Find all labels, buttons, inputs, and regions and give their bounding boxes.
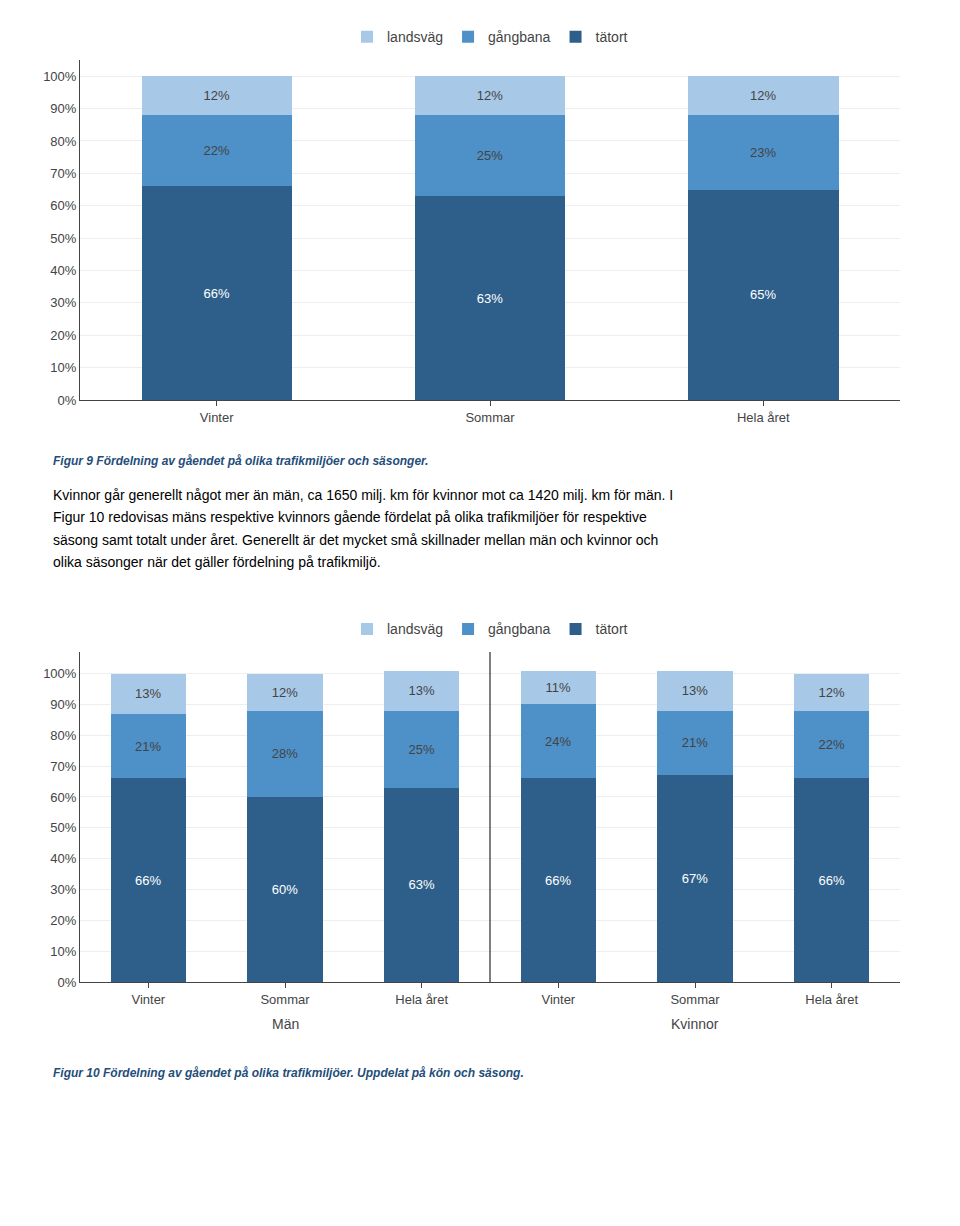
svg-text:Sommar: Sommar — [260, 991, 310, 1006]
svg-text:Män: Män — [272, 1016, 299, 1032]
svg-text:60%: 60% — [50, 789, 76, 804]
svg-text:12%: 12% — [477, 88, 503, 103]
svg-text:60%: 60% — [272, 882, 298, 897]
svg-text:28%: 28% — [272, 746, 298, 761]
svg-text:50%: 50% — [50, 820, 76, 835]
svg-text:40%: 40% — [50, 263, 76, 278]
svg-text:67%: 67% — [682, 871, 708, 886]
html-text:Figur 10 Fördelning av gåendet: Figur 10 Fördelning av gåendet på olika … — [53, 1065, 524, 1080]
svg-text:12%: 12% — [203, 88, 229, 103]
svg-text:21%: 21% — [682, 735, 708, 750]
svg-text:gångbana: gångbana — [488, 621, 551, 637]
svg-text:landsväg: landsväg — [387, 621, 443, 637]
svg-text:25%: 25% — [408, 741, 434, 756]
svg-text:0%: 0% — [58, 393, 77, 408]
svg-text:25%: 25% — [477, 148, 503, 163]
svg-text:20%: 20% — [50, 912, 76, 927]
svg-text:Hela året: Hela året — [737, 410, 790, 425]
svg-text:90%: 90% — [50, 697, 76, 712]
svg-text:60%: 60% — [50, 198, 76, 213]
svg-text:landsväg: landsväg — [387, 29, 443, 45]
svg-text:63%: 63% — [408, 877, 434, 892]
svg-text:10%: 10% — [50, 360, 76, 375]
svg-text:22%: 22% — [203, 143, 229, 158]
svg-text:65%: 65% — [750, 287, 776, 302]
svg-text:30%: 30% — [50, 295, 76, 310]
html-text:Figur 9 Fördelning av gåendet: Figur 9 Fördelning av gåendet på olika t… — [53, 454, 429, 468]
svg-text:10%: 10% — [50, 943, 76, 958]
svg-text:66%: 66% — [203, 286, 229, 301]
svg-text:21%: 21% — [135, 738, 161, 753]
svg-text:13%: 13% — [408, 683, 434, 698]
svg-text:66%: 66% — [545, 872, 571, 887]
svg-text:80%: 80% — [50, 727, 76, 742]
svg-text:30%: 30% — [50, 882, 76, 897]
svg-text:13%: 13% — [682, 683, 708, 698]
svg-text:12%: 12% — [750, 88, 776, 103]
svg-text:100%: 100% — [43, 69, 77, 84]
svg-text:Sommar: Sommar — [670, 991, 720, 1006]
html-text:Kvinnor går generellt något me: Kvinnor går generellt något mer än män, … — [53, 487, 674, 571]
svg-text:23%: 23% — [750, 145, 776, 160]
svg-text:80%: 80% — [50, 134, 76, 149]
svg-text:22%: 22% — [818, 737, 844, 752]
svg-text:Vinter: Vinter — [131, 991, 165, 1006]
svg-text:70%: 70% — [50, 166, 76, 181]
svg-text:gångbana: gångbana — [488, 29, 551, 45]
svg-text:12%: 12% — [272, 684, 298, 699]
svg-text:70%: 70% — [50, 758, 76, 773]
svg-text:tätort: tätort — [596, 621, 628, 637]
svg-text:90%: 90% — [50, 101, 76, 116]
svg-text:11%: 11% — [546, 680, 571, 695]
svg-text:63%: 63% — [477, 291, 503, 306]
svg-text:Vinter: Vinter — [200, 410, 234, 425]
svg-text:24%: 24% — [545, 734, 571, 749]
svg-text:66%: 66% — [135, 872, 161, 887]
svg-text:100%: 100% — [43, 666, 77, 681]
svg-text:20%: 20% — [50, 328, 76, 343]
svg-text:Hela året: Hela året — [395, 991, 448, 1006]
svg-text:50%: 50% — [50, 231, 76, 246]
svg-text:Kvinnor: Kvinnor — [671, 1016, 719, 1032]
svg-text:Sommar: Sommar — [465, 410, 515, 425]
svg-text:12%: 12% — [818, 684, 844, 699]
svg-text:0%: 0% — [58, 974, 77, 989]
svg-text:13%: 13% — [135, 686, 161, 701]
svg-text:Hela året: Hela året — [805, 991, 858, 1006]
svg-text:40%: 40% — [50, 851, 76, 866]
svg-text:66%: 66% — [818, 872, 844, 887]
svg-text:tätort: tätort — [596, 29, 628, 45]
svg-text:Vinter: Vinter — [541, 991, 575, 1006]
